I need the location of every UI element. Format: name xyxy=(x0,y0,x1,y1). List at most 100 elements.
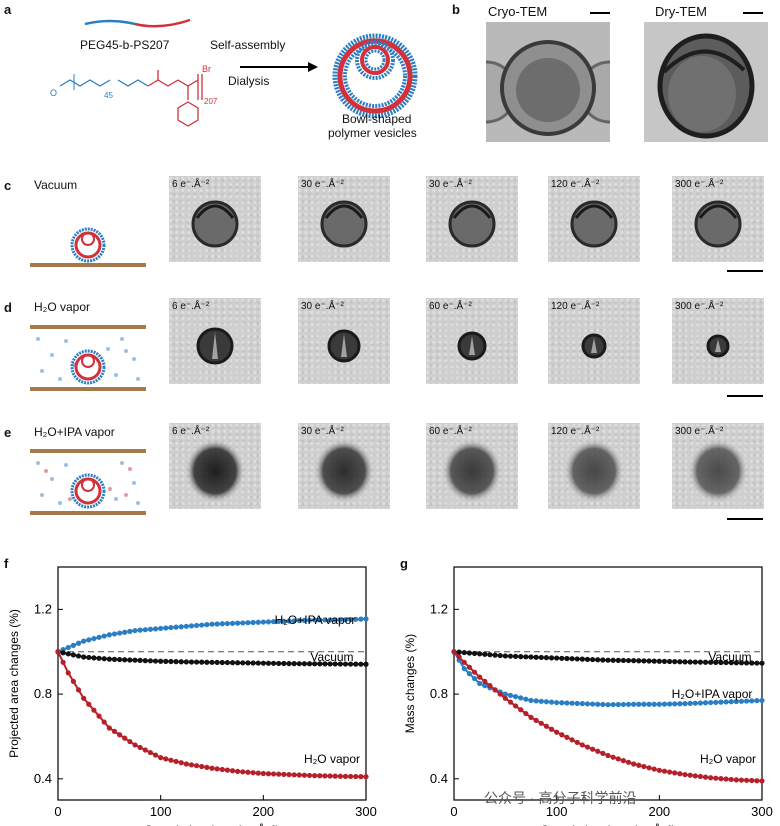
data-point xyxy=(718,776,724,782)
data-point xyxy=(631,761,637,767)
data-point xyxy=(672,770,678,776)
data-point xyxy=(513,703,519,709)
vesicle-image xyxy=(196,327,234,365)
data-point xyxy=(605,702,611,708)
data-point xyxy=(271,619,277,625)
data-point xyxy=(75,640,82,646)
data-point xyxy=(245,769,251,775)
data-point xyxy=(281,618,287,624)
data-point xyxy=(255,619,261,625)
data-point xyxy=(342,773,349,779)
data-point xyxy=(168,658,174,665)
product-line1: Bowl-shaped xyxy=(342,112,412,126)
data-point xyxy=(306,661,313,667)
data-point xyxy=(317,773,323,779)
data-point xyxy=(579,701,585,707)
data-point xyxy=(158,658,164,664)
vesicle-image xyxy=(694,200,742,248)
data-point xyxy=(65,670,71,676)
data-point xyxy=(543,655,549,661)
data-point xyxy=(661,768,668,774)
data-point xyxy=(214,621,220,627)
data-point xyxy=(219,659,225,666)
data-point xyxy=(240,620,246,626)
data-point xyxy=(168,757,174,763)
data-point xyxy=(147,749,153,756)
data-point xyxy=(713,775,719,781)
data-point xyxy=(194,622,200,629)
data-point xyxy=(55,649,61,655)
data-point xyxy=(91,635,97,642)
data-point xyxy=(502,695,508,701)
data-point xyxy=(245,620,251,626)
data-point xyxy=(240,660,246,666)
data-point xyxy=(142,658,148,664)
data-point xyxy=(188,623,195,629)
data-point xyxy=(682,771,688,778)
dose-label: 120 e⁻.Å⁻² xyxy=(551,301,600,312)
scalebar-dry xyxy=(743,12,763,14)
data-point xyxy=(322,617,328,623)
data-point xyxy=(518,707,524,713)
data-point xyxy=(687,772,693,778)
data-point xyxy=(728,699,734,705)
data-point xyxy=(713,699,719,705)
data-point xyxy=(533,654,539,660)
data-point xyxy=(456,654,462,660)
data-point xyxy=(646,701,652,707)
data-point xyxy=(754,698,760,704)
panel-label-c: c xyxy=(4,178,12,193)
data-point xyxy=(738,777,745,783)
data-point xyxy=(754,778,760,784)
data-point xyxy=(759,660,765,666)
data-point xyxy=(471,675,478,682)
data-point xyxy=(692,659,698,665)
series-annotation: H₂O+IPA vapor xyxy=(275,613,356,627)
data-point xyxy=(337,773,343,779)
data-point xyxy=(286,618,292,624)
data-point xyxy=(569,700,575,706)
data-point xyxy=(127,657,133,663)
data-point xyxy=(569,656,575,662)
data-point xyxy=(528,714,534,720)
data-point xyxy=(194,763,200,769)
data-point xyxy=(240,769,246,775)
data-point xyxy=(106,632,112,638)
data-point xyxy=(559,732,565,738)
data-point xyxy=(744,660,750,666)
data-point xyxy=(209,659,215,665)
svg-text:O: O xyxy=(50,88,57,98)
data-point xyxy=(147,658,153,664)
data-point xyxy=(204,659,210,665)
data-point xyxy=(744,698,750,704)
data-point xyxy=(271,660,277,666)
data-point xyxy=(147,626,153,632)
data-point xyxy=(127,738,133,745)
data-point xyxy=(477,651,483,657)
x-tick-label: 200 xyxy=(648,804,670,819)
data-point xyxy=(60,650,66,656)
vesicle-image xyxy=(706,334,730,358)
data-point xyxy=(759,697,765,704)
data-point xyxy=(605,657,611,663)
data-point xyxy=(322,661,328,667)
data-point xyxy=(183,659,189,665)
data-point xyxy=(733,777,739,783)
data-point xyxy=(523,696,529,702)
data-point xyxy=(152,626,159,632)
data-point xyxy=(101,656,107,662)
data-point xyxy=(101,719,107,725)
data-point xyxy=(86,637,92,643)
data-point xyxy=(163,658,169,664)
data-point xyxy=(152,752,159,758)
data-point xyxy=(625,759,632,765)
data-point xyxy=(600,657,606,663)
x-axis-label: Cumulative dose (e⁻.Å⁻²) xyxy=(144,822,279,826)
vesicle-image xyxy=(320,200,368,248)
data-point xyxy=(713,659,719,666)
data-point xyxy=(590,746,596,752)
data-point xyxy=(687,700,693,707)
dose-label: 300 e⁻.Å⁻² xyxy=(675,179,724,190)
data-point xyxy=(620,701,626,708)
h2o-ipa-schematic xyxy=(30,449,146,515)
